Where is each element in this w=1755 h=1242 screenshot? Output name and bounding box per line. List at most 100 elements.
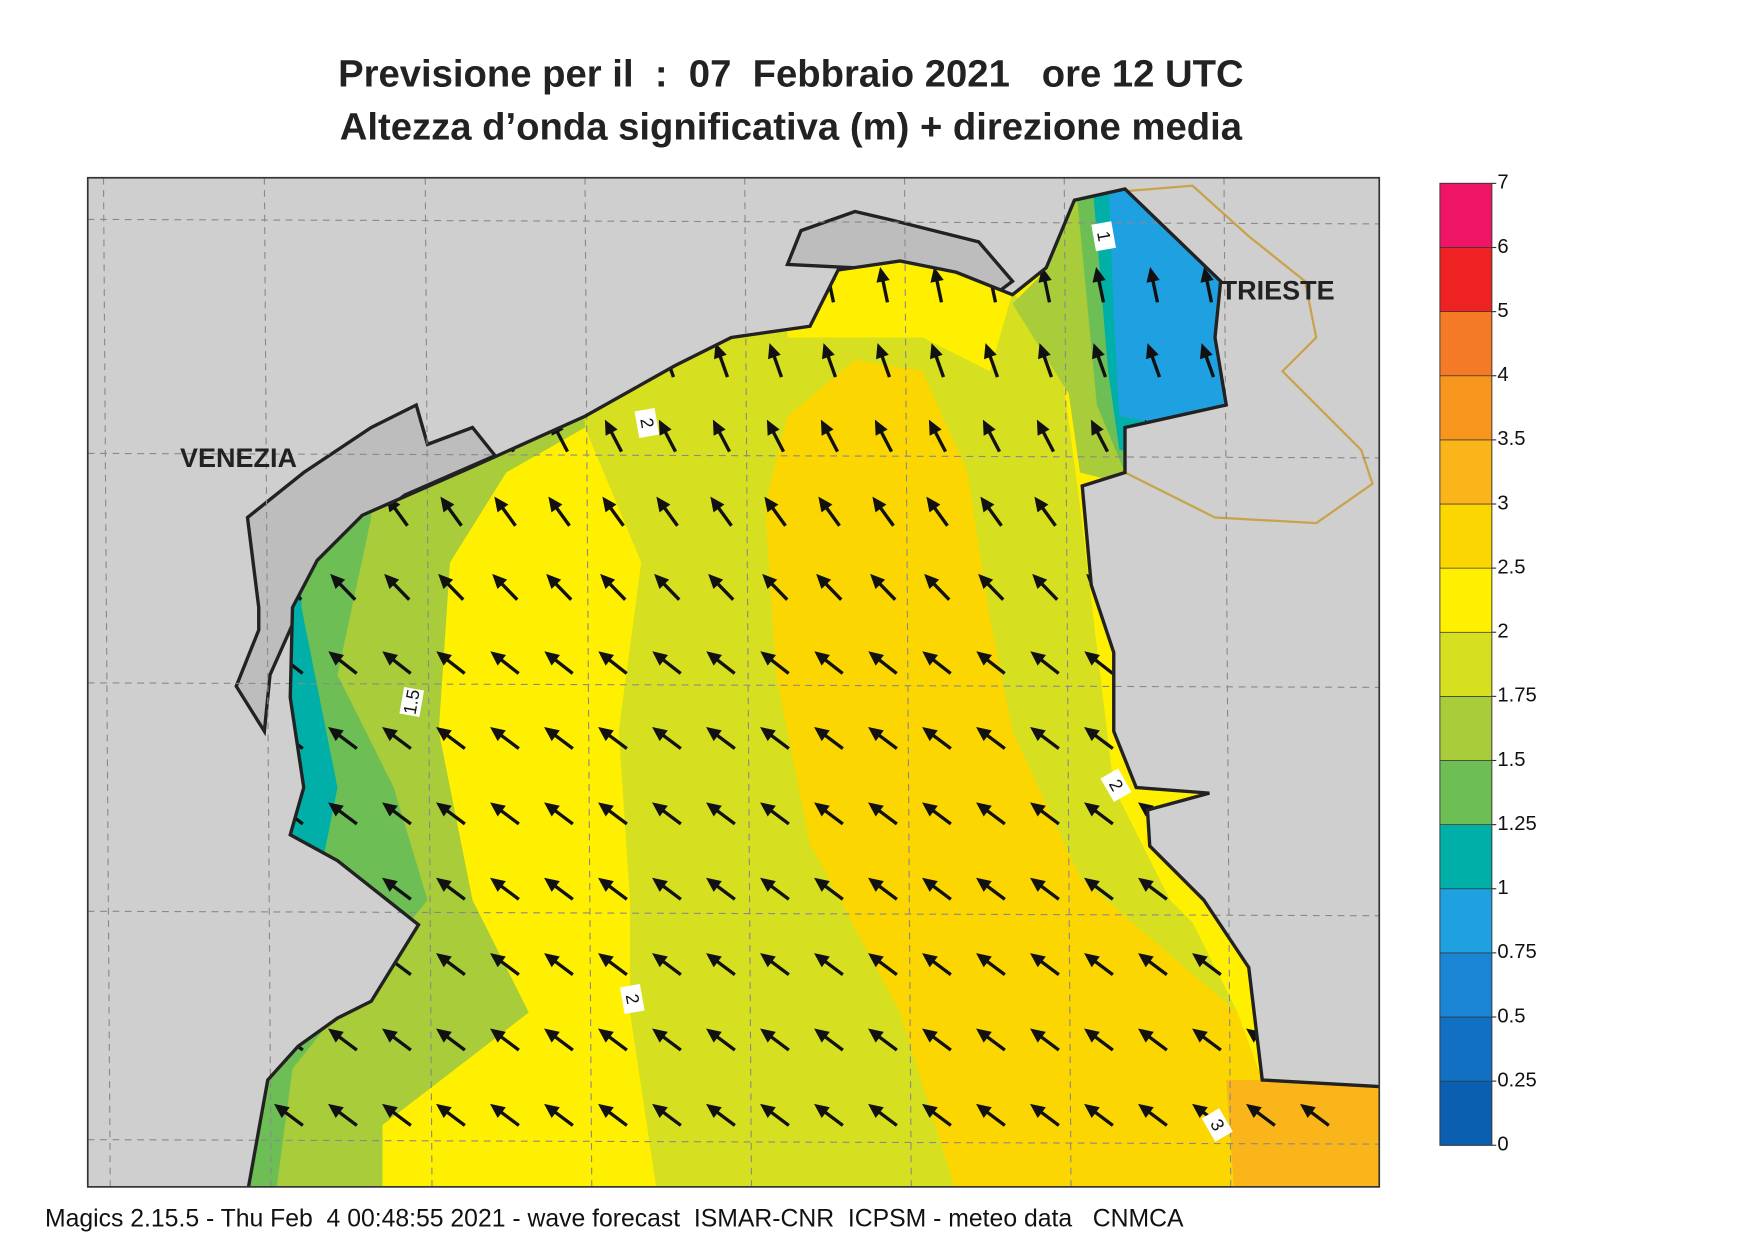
arrow	[436, 726, 466, 750]
contour-label-box: 2	[634, 407, 660, 439]
contour-label-box: 2	[619, 983, 645, 1015]
arrow-head	[822, 343, 835, 360]
arrow	[330, 573, 357, 601]
arrow-head	[1192, 1028, 1208, 1043]
arrow-head	[652, 651, 668, 666]
arrow-head	[1192, 953, 1208, 968]
colorbar-band	[1439, 824, 1493, 890]
arrow-head	[1030, 1103, 1046, 1119]
arrow-head	[1200, 343, 1213, 360]
arrow	[922, 1028, 952, 1052]
arrow-head	[924, 573, 940, 590]
arrow-head	[870, 573, 886, 590]
colorbar-band	[1439, 696, 1493, 761]
arrow	[1084, 1028, 1114, 1052]
arrow-head	[328, 726, 344, 742]
arrow-head	[760, 1028, 776, 1043]
arrow-head	[382, 1028, 398, 1043]
arrow-head	[436, 877, 452, 892]
arrow-head	[1084, 802, 1100, 817]
arrow-head	[544, 877, 560, 892]
contour-label-box: 1.5	[399, 686, 425, 718]
arrow	[706, 877, 736, 901]
colorbar-band	[1439, 1080, 1493, 1146]
arrow-head	[1032, 573, 1048, 590]
arrow	[976, 802, 1006, 826]
arrow-head	[814, 877, 830, 892]
arrow	[976, 1028, 1006, 1052]
arrow	[1084, 877, 1114, 901]
arrow	[328, 1028, 358, 1052]
arrow-head	[868, 1103, 884, 1119]
arrow-head	[490, 1028, 506, 1043]
arrow	[976, 1103, 1006, 1127]
colorbar-label: 2	[1497, 621, 1508, 643]
arrow-head	[1300, 1103, 1316, 1119]
arrow-head	[928, 419, 942, 436]
arrow-head	[984, 343, 997, 360]
arrow	[436, 1103, 466, 1127]
colorbar-label: 1	[1497, 877, 1508, 899]
arrow-head	[1084, 877, 1100, 892]
arrow	[706, 802, 736, 826]
arrow	[658, 419, 678, 453]
arrow-head	[382, 726, 398, 742]
arrow-head	[930, 267, 944, 283]
arrow	[706, 953, 736, 977]
arrow-head	[1092, 267, 1106, 283]
contour-label: 2	[636, 416, 657, 429]
arrow	[436, 651, 466, 675]
colorbar-label: 6	[1497, 236, 1508, 258]
graticule	[87, 177, 1380, 1187]
arrow-head	[706, 877, 722, 892]
arrow	[382, 1028, 412, 1052]
arrow	[922, 802, 952, 826]
colorbar-label: 2.5	[1497, 556, 1525, 578]
arrow	[766, 419, 786, 453]
arrow	[760, 953, 790, 977]
arrow	[760, 877, 790, 901]
arrow-head	[1092, 343, 1105, 360]
arrow	[922, 953, 952, 977]
subtitle: Altezza d’onda significativa (m) + direz…	[340, 106, 1243, 149]
arrow	[980, 496, 1003, 527]
arrow	[328, 726, 358, 750]
arrow	[1200, 343, 1216, 378]
arrow-head	[976, 953, 992, 968]
arrow-head	[1246, 1103, 1262, 1119]
arrow	[1246, 1103, 1276, 1127]
grid-line	[87, 682, 1380, 688]
arrow-head	[814, 953, 830, 968]
arrow-head	[706, 802, 722, 817]
arrow-head	[490, 1103, 506, 1119]
arrow-head	[1084, 953, 1100, 968]
arrow-head	[1192, 1103, 1208, 1119]
arrow-head	[1090, 419, 1104, 436]
arrow-head	[652, 1028, 668, 1043]
arrow	[652, 953, 682, 977]
colorbar-band	[1439, 888, 1493, 954]
arrow	[490, 1028, 520, 1052]
arrow-head	[1038, 343, 1051, 360]
arrow	[652, 1028, 682, 1052]
arrow	[598, 1103, 628, 1127]
arrow-head	[328, 1028, 344, 1043]
arrow-head	[868, 651, 884, 666]
arrow-head	[490, 802, 506, 817]
arrow	[868, 877, 898, 901]
arrow-head	[976, 877, 992, 892]
contour-label-bg	[634, 407, 660, 439]
arrow	[1084, 651, 1114, 675]
arrow	[922, 726, 952, 750]
grid-line	[87, 452, 1380, 459]
colorbar-band	[1439, 760, 1493, 825]
arrow-head	[818, 496, 833, 513]
city-label: TRIESTE	[1221, 275, 1335, 305]
arrow-head	[1146, 267, 1160, 283]
arrow-head	[922, 651, 938, 666]
arrow	[816, 573, 843, 601]
arrow-head	[922, 802, 938, 817]
zone	[1226, 1080, 1380, 1187]
arrow-head	[760, 726, 776, 742]
